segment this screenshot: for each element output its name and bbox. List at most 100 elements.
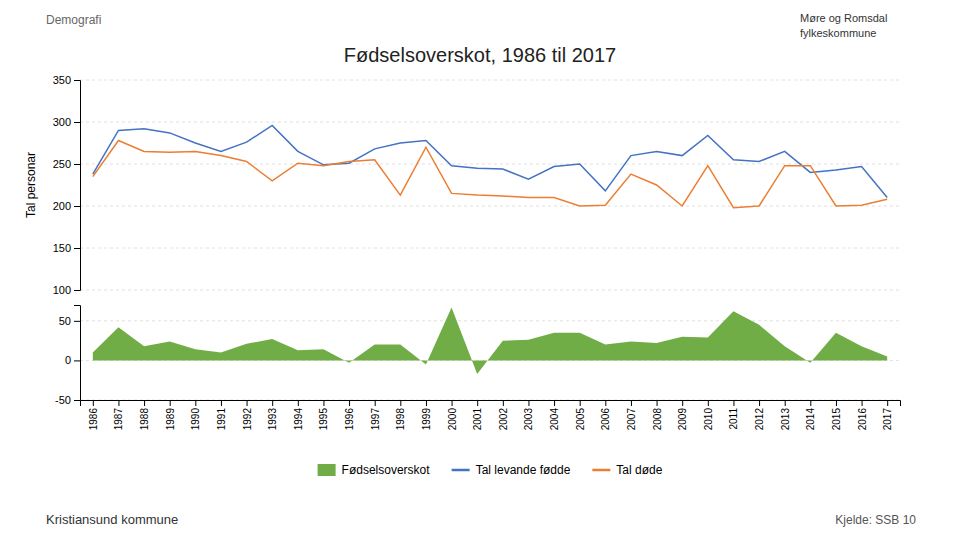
grid-line: [80, 290, 900, 291]
tick-mark: [605, 400, 606, 406]
footer-left: Kristiansund kommune: [46, 512, 178, 527]
tick: 2002: [498, 400, 509, 430]
tick: 250: [53, 158, 80, 170]
tick: 2003: [523, 400, 534, 430]
tick-label: 2004: [549, 408, 560, 431]
tick-label: 2006: [600, 408, 611, 431]
grid: [80, 80, 900, 290]
tick-mark: [580, 400, 581, 406]
tick-mark: [862, 400, 863, 406]
tick-mark: [272, 400, 273, 406]
tick-label: 100: [53, 284, 71, 296]
axis-line: [74, 306, 81, 401]
tick-mark: [503, 400, 504, 406]
tick-mark: [74, 248, 80, 249]
grid-line: [80, 164, 900, 165]
tick: 2012: [754, 400, 765, 430]
tick: 0: [65, 354, 80, 366]
tick: 1995: [318, 400, 329, 430]
tick-label: 300: [53, 116, 71, 128]
panel: -500501986198719881989199019911992199319…: [55, 306, 900, 431]
org-name: fylkeskommune: [800, 27, 876, 39]
tick-label: 150: [53, 242, 71, 254]
tick: 2017: [882, 400, 893, 430]
tick-mark: [247, 400, 248, 406]
line: [93, 125, 887, 197]
tick-mark: [74, 122, 80, 123]
tick-mark: [349, 400, 350, 406]
tick: 2008: [652, 400, 663, 430]
tick-label: 1994: [293, 408, 304, 431]
legend-swatch: [318, 464, 336, 476]
tick-label: 200: [53, 200, 71, 212]
tick-label: 1989: [165, 408, 176, 431]
tick-mark: [810, 400, 811, 406]
footer-right: Kjelde: SSB 10: [835, 513, 916, 527]
tick: 1997: [370, 400, 381, 430]
tick-mark: [195, 400, 196, 406]
tick-mark: [74, 80, 80, 81]
tick: 1986: [88, 400, 99, 430]
tick: 2011: [728, 400, 739, 430]
legend-item: Tal levande fødde: [452, 463, 571, 477]
tick-label: 1992: [242, 408, 253, 431]
grid-line: [80, 122, 900, 123]
tick: 2007: [626, 400, 637, 430]
tick: 2000: [447, 400, 458, 430]
grid-line: [80, 206, 900, 207]
tick-label: 2009: [677, 408, 688, 431]
tick-label: 2007: [626, 408, 637, 431]
tick-label: 1996: [344, 408, 355, 431]
tick-label: 2010: [703, 408, 714, 431]
tick: 350: [53, 74, 80, 86]
tick-mark: [74, 321, 80, 322]
tick: 50: [59, 315, 80, 327]
tick-label: 1997: [370, 408, 381, 431]
tick-mark: [375, 400, 376, 406]
tick: 1989: [165, 400, 176, 430]
plot-area: [93, 125, 887, 207]
tick-mark: [785, 400, 786, 406]
tick-mark: [733, 400, 734, 406]
tick: 2015: [831, 400, 842, 430]
tick-mark: [74, 400, 80, 401]
tick: 2006: [600, 400, 611, 430]
axis-line: [74, 81, 81, 291]
org-name: Møre og Romsdal: [800, 12, 887, 24]
tick-mark: [74, 164, 80, 165]
axis-line: [81, 401, 901, 407]
panel: 100 150 200 250 300 350: [53, 74, 900, 296]
tick-label: 2013: [780, 408, 791, 431]
tick-label: 2014: [805, 408, 816, 431]
tick-label: 50: [59, 315, 71, 327]
tick-label: 2016: [857, 408, 868, 431]
tick: 1993: [267, 400, 278, 430]
tick: 1990: [190, 400, 201, 430]
tick-label: 2003: [523, 408, 534, 431]
tick-label: 1990: [190, 408, 201, 431]
tick: 2013: [780, 400, 791, 430]
tick-label: 0: [65, 354, 71, 366]
tick-mark: [118, 400, 119, 406]
legend-label: Tal døde: [616, 463, 662, 477]
tick-label: 1998: [395, 408, 406, 431]
tick-label: 1991: [216, 408, 227, 431]
tick: 2014: [805, 400, 816, 430]
y-axis: -50 0 50: [55, 306, 80, 407]
tick: 2004: [549, 400, 560, 430]
tick-mark: [836, 400, 837, 406]
tick: -50: [55, 394, 80, 406]
tick-mark: [170, 400, 171, 406]
tick-mark: [323, 400, 324, 406]
tick-label: 350: [53, 74, 71, 86]
tick-label: 2002: [498, 408, 509, 431]
tick-label: 1993: [267, 408, 278, 431]
tick-label: 2011: [728, 408, 739, 430]
tick-label: 2012: [754, 408, 765, 431]
tick-mark: [631, 400, 632, 406]
tick-label: 2017: [882, 408, 893, 431]
tick: 1987: [113, 400, 124, 430]
tick-label: -50: [55, 394, 71, 406]
legend-item: Fødselsoverskot: [318, 463, 431, 477]
tick-mark: [221, 400, 222, 406]
